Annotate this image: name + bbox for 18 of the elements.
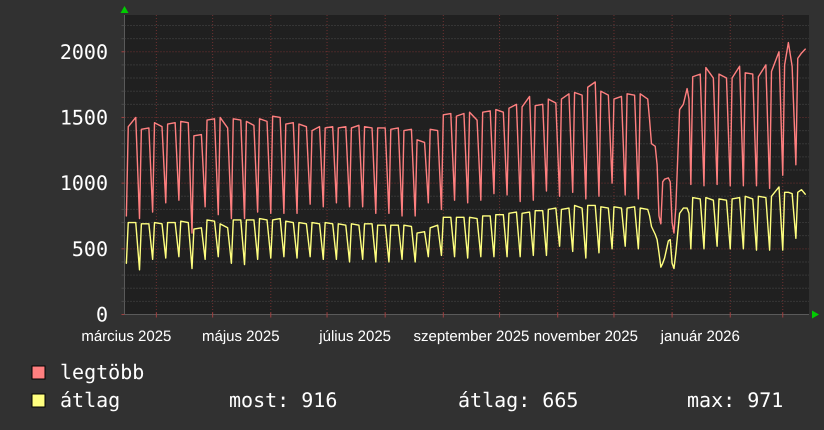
legend-label: legtöbb <box>60 360 144 384</box>
text: max: 971 <box>687 388 784 412</box>
x-tick-label: május 2025 <box>202 328 280 345</box>
legend-label: átlag <box>60 388 120 412</box>
y-tick-label: 1500 <box>60 105 108 130</box>
x-tick-label: november 2025 <box>534 328 638 345</box>
x-tick-label: március 2025 <box>81 328 172 345</box>
x-tick-label: szeptember 2025 <box>413 328 530 345</box>
x-tick-label: január 2026 <box>660 328 740 345</box>
line-series <box>126 186 806 271</box>
text: átlag: 665 <box>458 388 578 412</box>
y-tick-label: 500 <box>72 236 108 261</box>
y-tick-label: 1000 <box>60 171 108 196</box>
x-tick-label: július 2025 <box>318 328 392 345</box>
text: most: 916 <box>229 388 338 412</box>
y-tick-label: 0 <box>96 302 108 326</box>
y-tick-label: 2000 <box>60 40 108 64</box>
line-series <box>126 42 806 234</box>
